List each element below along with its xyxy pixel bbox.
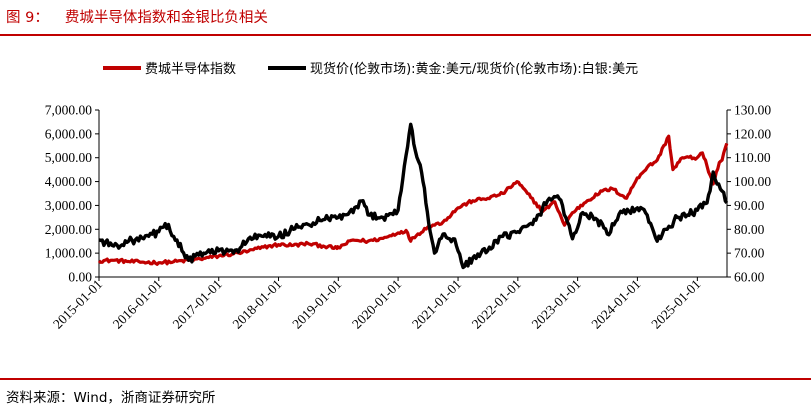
- left-y-tick-label: 2,000.00: [45, 222, 93, 237]
- series-lines: [97, 122, 729, 270]
- x-tick-label: 2021-01-01: [409, 277, 464, 332]
- x-tick-label: 2015-01-01: [50, 277, 105, 332]
- left-y-tick-label: 3,000.00: [45, 198, 93, 213]
- source-note: 资料来源：Wind，浙商证券研究所: [6, 390, 216, 406]
- x-tick-label: 2022-01-01: [469, 277, 524, 332]
- figure-title-text: 费城半导体指数和金银比负相关: [64, 10, 268, 26]
- left-y-tick-label: 1,000.00: [45, 246, 93, 261]
- right-y-tick-label: 130.00: [734, 103, 771, 118]
- series-line: [98, 122, 729, 270]
- x-tick-label: 2016-01-01: [110, 277, 165, 332]
- right-y-tick-label: 90.00: [734, 198, 765, 213]
- x-tick-label: 2018-01-01: [229, 277, 284, 332]
- right-y-tick-label: 110.00: [734, 150, 771, 165]
- figure-title: 图 9： 费城半导体指数和金银比负相关: [6, 6, 268, 27]
- chart: 费城半导体指数 现货价(伦敦市场):黄金:美元/现货价(伦敦市场):白银:美元 …: [45, 61, 772, 332]
- x-tick-label: 2023-01-01: [529, 277, 584, 332]
- left-y-tick-label: 0.00: [68, 270, 92, 285]
- left-y-tick-label: 6,000.00: [45, 126, 93, 141]
- left-y-tick-label: 4,000.00: [45, 174, 93, 189]
- x-tick-label: 2024-01-01: [588, 277, 643, 332]
- right-y-tick-label: 120.00: [734, 126, 771, 141]
- right-y-tick-label: 60.00: [734, 270, 765, 285]
- right-y-tick-label: 70.00: [734, 246, 765, 261]
- right-y-tick-label: 80.00: [734, 222, 765, 237]
- x-tick-label: 2025-01-01: [648, 277, 703, 332]
- axes: [95, 109, 731, 281]
- figure-label: 图 9：: [6, 10, 49, 26]
- x-tick-label: 2019-01-01: [289, 277, 344, 332]
- legend-label-gold-silver-ratio: 现货价(伦敦市场):黄金:美元/现货价(伦敦市场):白银:美元: [310, 61, 638, 77]
- right-y-tick-label: 100.00: [734, 174, 771, 189]
- title-rule: [0, 34, 811, 36]
- legend-label-semiconductor-index: 费城半导体指数: [145, 62, 236, 77]
- left-y-tick-label: 5,000.00: [45, 150, 93, 165]
- left-y-tick-label: 7,000.00: [45, 103, 93, 118]
- x-tick-label: 2017-01-01: [170, 277, 225, 332]
- legend: 费城半导体指数 现货价(伦敦市场):黄金:美元/现货价(伦敦市场):白银:美元: [103, 61, 638, 77]
- series-line: [97, 134, 729, 266]
- x-tick-label: 2020-01-01: [349, 277, 404, 332]
- source-rule: [0, 378, 811, 380]
